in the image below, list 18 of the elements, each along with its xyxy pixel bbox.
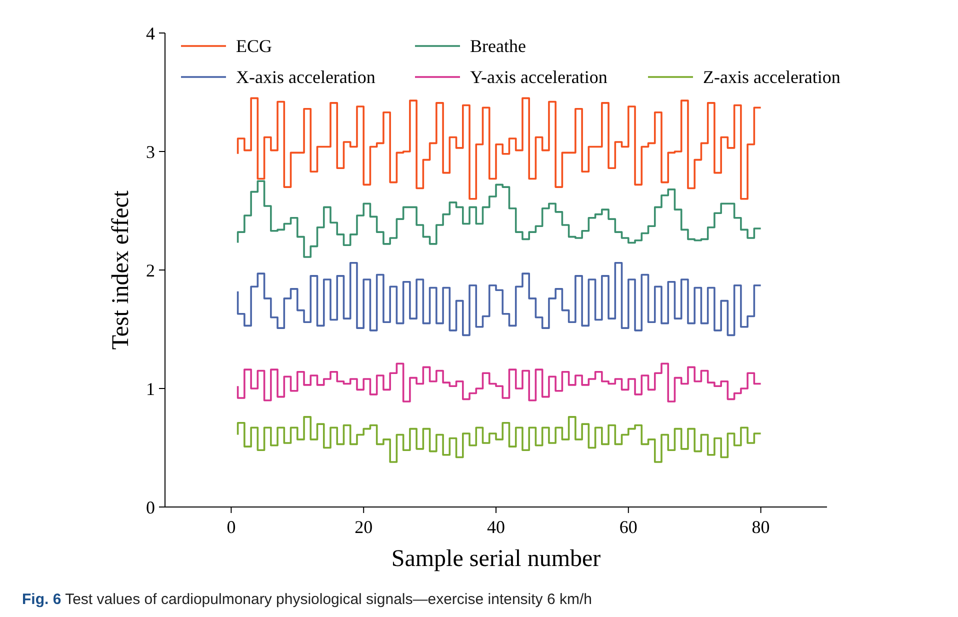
legend-label: Z-axis acceleration: [703, 67, 840, 87]
x-tick-label: 60: [619, 517, 638, 537]
text: Fig. 6 Test values of cardiopulmonary physiological signals—exercise intensity 6 km/h: [22, 591, 592, 608]
y-axis-title: Test index effect: [108, 190, 134, 350]
legend-label: ECG: [236, 36, 272, 56]
legend-label: X-axis acceleration: [236, 67, 376, 87]
x-tick-label: 20: [354, 517, 373, 537]
x-tick-label: 40: [487, 517, 505, 537]
legend-label: Y-axis acceleration: [470, 67, 608, 87]
y-tick-label: 0: [146, 497, 155, 518]
x-axis-title: Sample serial number: [391, 546, 601, 572]
x-tick-label: 0: [226, 517, 236, 537]
y-tick-label: 2: [146, 260, 155, 280]
y-tick-label: 4: [146, 23, 155, 44]
legend-label: Breathe: [470, 36, 526, 56]
x-tick-label: 80: [752, 517, 770, 537]
y-tick-label: 1: [146, 378, 155, 399]
y-tick-label: 3: [146, 142, 155, 162]
